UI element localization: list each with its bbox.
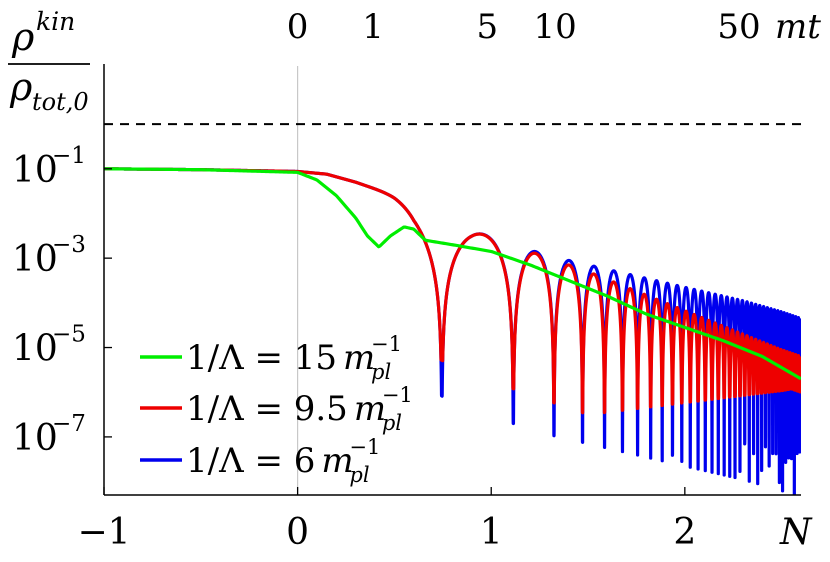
legend-unit-exponent: −1 — [371, 332, 402, 356]
top-axis-tick-label: 10 — [533, 7, 576, 47]
legend-label: 1/Λ = 6 — [186, 441, 315, 481]
top-axis-label: mt — [775, 7, 821, 47]
legend-unit-subscript: pl — [371, 360, 391, 384]
legend-entry: 1/Λ = 15 m−1 pl — [140, 332, 402, 384]
y-tick-label: 10 — [12, 150, 58, 191]
y-tick-exponent: −7 — [52, 411, 86, 437]
legend-entry: 1/Λ = 6 m−1 pl — [140, 435, 380, 487]
legend-unit-exponent: −1 — [349, 435, 380, 459]
y-axis-label: ρ kin ρ tot,0 — [8, 7, 90, 116]
top-axis-tick-label: 1 — [362, 7, 384, 47]
x-tick-label: 1 — [480, 512, 503, 553]
legend-label: 1/Λ = 9.5 — [186, 389, 348, 429]
y-tick-exponent: −5 — [52, 322, 86, 348]
x-tick-label: −1 — [77, 512, 130, 553]
top-axis-tick-label: 5 — [477, 7, 499, 47]
x-axis-label: N — [779, 512, 813, 553]
y-label-numerator-superscript: kin — [36, 7, 75, 36]
x-tick-label: 0 — [286, 512, 309, 553]
y-tick-labels: 10−110−310−510−7 — [12, 143, 112, 459]
legend-unit: m — [354, 389, 386, 429]
series-line-lambda-15 — [104, 167, 801, 381]
top-axis: 0 1 5 10 50 — [287, 7, 761, 47]
legend-unit: m — [321, 441, 353, 481]
legend-label: 1/Λ = 15 — [186, 338, 337, 378]
y-label-denominator-subscript: tot,0 — [32, 88, 89, 116]
y-tick-label: 10 — [12, 418, 58, 459]
legend-entry: 1/Λ = 9.5 m−1 pl — [140, 383, 413, 435]
y-label-numerator: ρ — [11, 15, 35, 59]
y-tick-exponent: −1 — [52, 143, 86, 169]
top-axis-tick-label: 50 — [717, 7, 760, 47]
legend-unit-exponent: −1 — [382, 383, 413, 407]
y-tick-label: 10 — [12, 329, 58, 370]
legend-unit: m — [343, 338, 375, 378]
x-tick-labels: −1 0 1 2 — [77, 487, 696, 553]
x-tick-label: 2 — [673, 512, 696, 553]
y-label-denominator: ρ — [9, 65, 33, 109]
top-axis-tick-label: 0 — [287, 7, 309, 47]
legend-unit-subscript: pl — [382, 411, 402, 435]
y-tick-label: 10 — [12, 239, 58, 280]
y-tick-exponent: −3 — [52, 232, 86, 258]
legend-unit-subscript: pl — [349, 463, 369, 487]
